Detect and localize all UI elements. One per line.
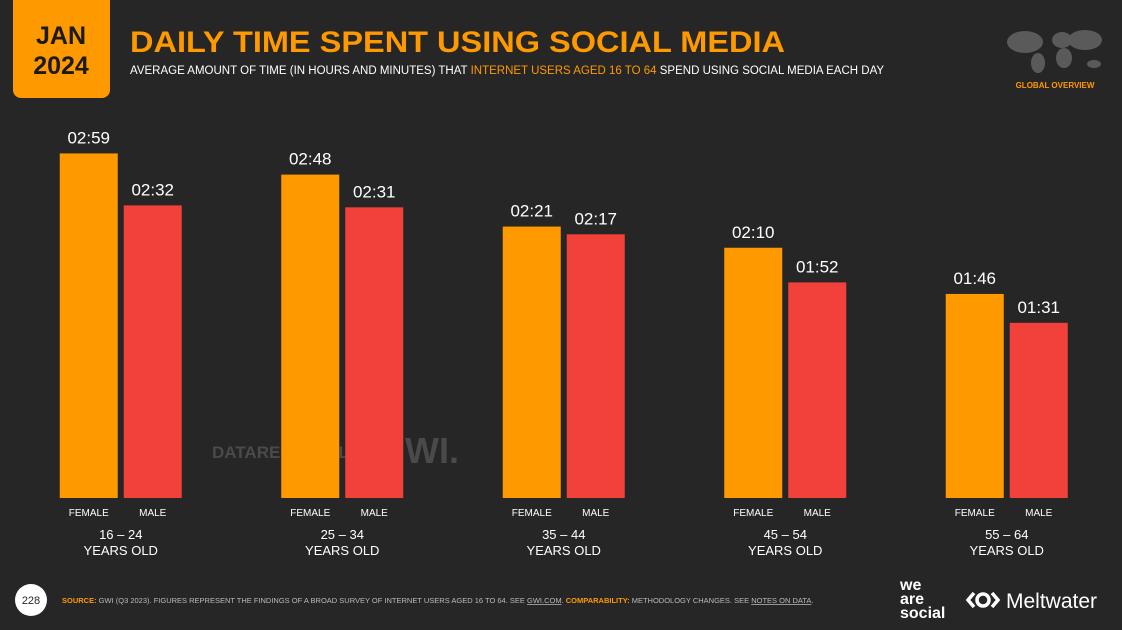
series-label: FEMALE [512,508,552,519]
source-key: SOURCE: [62,596,97,605]
section-label: GLOBAL OVERVIEW [1016,81,1095,90]
value-label: 02:31 [353,182,396,201]
value-label: 01:46 [953,269,996,288]
subtitle-text: SPEND USING SOCIAL MEDIA EACH DAY [657,65,885,77]
logo-text: social [900,605,945,622]
series-label: MALE [361,508,389,519]
value-label: 02:32 [131,180,174,199]
subtitle-highlight: INTERNET USERS AGED 16 TO 64 [471,65,658,77]
category-label: YEARS OLD [305,543,379,558]
value-label: 02:21 [510,202,553,221]
source-key: COMPARABILITY: [566,596,630,605]
bar [788,282,847,498]
source-text: . [562,596,566,605]
category-label: YEARS OLD [527,543,601,558]
category-label: YEARS OLD [970,543,1044,558]
value-label: 01:52 [796,257,839,276]
category-label: YEARS OLD [84,543,158,558]
series-label: MALE [1025,508,1053,519]
subtitle: AVERAGE AMOUNT OF TIME (IN HOURS AND MIN… [130,65,884,77]
chart-title: DAILY TIME SPENT USING SOCIAL MEDIA [130,26,785,59]
source-link[interactable]: NOTES ON DATA [751,596,811,605]
logo-text: Meltwater [1006,590,1097,613]
source-link[interactable]: GWI.COM [527,596,562,605]
source-text: METHODOLOGY CHANGES. SEE [630,596,752,605]
series-label: FEMALE [69,508,109,519]
category-label: YEARS OLD [748,543,822,558]
series-label: FEMALE [955,508,995,519]
bar [345,207,404,498]
value-label: 02:10 [732,223,775,242]
bar [724,247,783,498]
category-label: 45 – 54 [764,527,807,542]
bar [59,153,118,499]
bar [123,205,182,498]
series-label: MALE [139,508,167,519]
source-note: SOURCE: GWI (Q3 2023). FIGURES REPRESENT… [62,596,813,605]
logo-text: are [900,591,924,608]
bar [945,293,1004,498]
category-label: 35 – 44 [542,527,585,542]
date-badge [13,0,110,98]
logo-icon [965,591,1001,609]
category-label: 25 – 34 [321,527,364,542]
value-label: 02:59 [67,128,110,147]
category-label: 16 – 24 [99,527,142,542]
value-label: 02:48 [289,150,332,169]
logo-text: we [899,577,921,594]
bar [566,234,625,498]
bar [502,226,561,498]
page-number: 228 [22,595,40,607]
date-month: JAN [36,22,86,50]
bar [281,174,340,498]
value-label: 01:31 [1017,298,1060,317]
subtitle-text: AVERAGE AMOUNT OF TIME (IN HOURS AND MIN… [130,65,471,77]
series-label: MALE [582,508,610,519]
page-badge [15,584,47,616]
series-label: FEMALE [733,508,773,519]
date-year: 2024 [33,52,89,80]
source-text: GWI (Q3 2023). FIGURES REPRESENT THE FIN… [97,596,527,605]
series-label: FEMALE [290,508,330,519]
category-label: 55 – 64 [985,527,1028,542]
world-map [1007,30,1102,73]
series-label: MALE [804,508,832,519]
bar [1009,322,1068,498]
value-label: 02:17 [574,209,617,228]
source-text: . [811,596,813,605]
